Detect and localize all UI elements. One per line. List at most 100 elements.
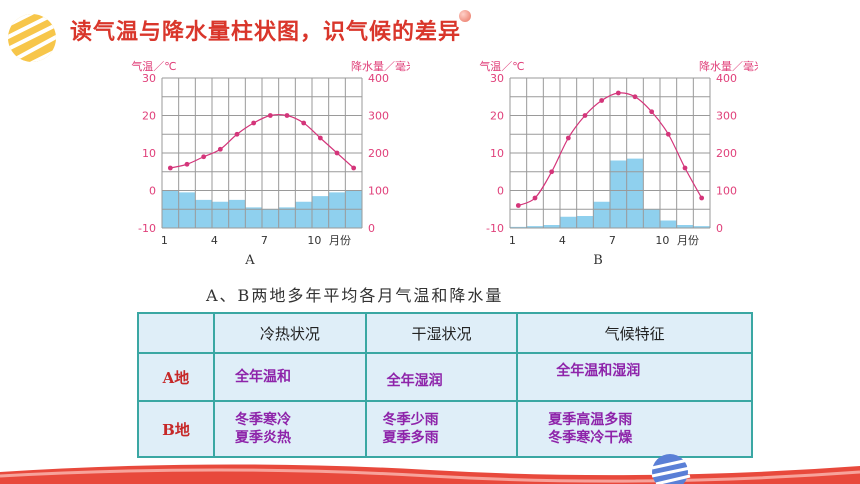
- temperature-point: [649, 109, 655, 115]
- temperature-point: [167, 165, 173, 171]
- chart-caption: A、B两地多年平均各月气温和降水量: [206, 286, 504, 305]
- temperature-point: [301, 120, 307, 126]
- y-left-tick-label: 30: [142, 72, 156, 85]
- precip-bar: [593, 201, 610, 228]
- precip-bar: [643, 209, 660, 228]
- y-left-tick-label: 20: [490, 110, 504, 123]
- y-left-tick-label: 20: [142, 110, 156, 123]
- temperature-point: [532, 195, 538, 201]
- temperature-point: [284, 113, 290, 118]
- x-tick-label: 10: [655, 234, 669, 247]
- precip-bar: [660, 220, 677, 228]
- precip-bar: [526, 226, 544, 228]
- cell-b-cold-heat: 冬季寒冷 夏季炎热: [213, 400, 367, 458]
- temperature-point: [317, 135, 323, 141]
- temperature-point: [665, 131, 671, 137]
- precip-bar: [278, 207, 296, 228]
- table-header-row: 冷热状况 干湿状况 气候特征: [137, 312, 753, 354]
- cell-b-climate: 夏季高温多雨 冬季寒冷干燥: [516, 400, 753, 458]
- precip-bar: [245, 207, 262, 228]
- x-axis-label: 月份: [329, 234, 351, 247]
- cell-line: 冬季少雨: [382, 412, 439, 428]
- temperature-point: [217, 146, 223, 152]
- temperature-point: [184, 161, 190, 167]
- temperature-point: [267, 113, 273, 118]
- chart-a: 3020100-104003002001000气温／℃降水量／毫米14710月份…: [131, 59, 410, 268]
- y-left-tick-label: 0: [497, 185, 504, 198]
- cell-line: 夏季多雨: [382, 430, 439, 446]
- precip-bar: [510, 226, 527, 228]
- x-tick-label: 4: [559, 234, 566, 247]
- y-right-tick-label: 400: [716, 72, 737, 85]
- x-tick-label: 7: [609, 234, 616, 247]
- temperature-point: [549, 169, 555, 175]
- table-row: A地 全年温和 全年湿润 全年温和湿润: [137, 352, 753, 402]
- row-label-b: B地: [137, 400, 215, 458]
- table-row: B地 冬季寒冷 夏季炎热 冬季少雨 夏季多雨 夏季高温多雨 冬季寒冷干燥: [137, 400, 753, 458]
- y-right-tick-label: 100: [716, 185, 737, 198]
- y-left-tick-label: 0: [149, 185, 156, 198]
- cell-a-climate: 全年温和湿润: [516, 352, 753, 402]
- temperature-point: [565, 135, 571, 141]
- temperature-point: [351, 165, 357, 171]
- cell-a-cold-heat: 全年温和: [213, 352, 367, 402]
- precip-bar: [195, 199, 212, 228]
- cell-line: 夏季炎热: [235, 430, 291, 446]
- precip-bar: [693, 226, 710, 228]
- temperature-line: [518, 92, 703, 207]
- chart-label: B: [593, 253, 603, 268]
- precip-bar: [178, 192, 196, 228]
- cell-line: 全年温和: [235, 369, 291, 385]
- temperature-point: [632, 94, 638, 100]
- header-cold-heat: 冷热状况: [213, 312, 367, 354]
- y-left-tick-label: 30: [490, 72, 504, 85]
- page-title: 读气温与降水量柱状图，识气候的差异: [70, 20, 462, 45]
- precip-bar: [312, 196, 329, 228]
- y-right-axis-label: 降水量／毫米: [699, 59, 758, 73]
- precip-bar: [576, 216, 594, 228]
- y-left-tick-label: 10: [142, 147, 156, 160]
- precip-bar: [610, 160, 627, 228]
- x-tick-label: 4: [211, 234, 218, 247]
- precip-bar: [262, 209, 279, 228]
- cell-line: 全年湿润: [386, 373, 443, 389]
- header-climate: 气候特征: [516, 312, 753, 354]
- row-label-a: A地: [137, 352, 215, 402]
- y-right-tick-label: 200: [368, 147, 389, 160]
- climate-table: 冷热状况 干湿状况 气候特征 A地 全年温和 全年湿润 全年温和湿润 B地 冬季…: [137, 312, 753, 458]
- pointer-dot-icon: [459, 10, 471, 22]
- y-left-axis-label: 气温／℃: [131, 59, 176, 73]
- header-dry-wet: 干湿状况: [364, 312, 519, 354]
- precip-bar: [676, 225, 694, 228]
- precip-bar: [295, 201, 312, 228]
- cell-line: 冬季寒冷干燥: [548, 430, 633, 446]
- precip-bar: [228, 199, 246, 228]
- temperature-point: [201, 154, 207, 160]
- y-right-tick-label: 300: [368, 110, 389, 123]
- x-tick-label: 1: [161, 234, 168, 247]
- temperature-point: [582, 113, 588, 118]
- y-left-axis-label: 气温／℃: [479, 59, 524, 73]
- cell-line: 夏季高温多雨: [548, 412, 633, 428]
- y-right-tick-label: 300: [716, 110, 737, 123]
- chart-label: A: [244, 253, 255, 268]
- precip-bar: [626, 158, 644, 228]
- precip-bar: [543, 225, 560, 228]
- x-tick-label: 1: [509, 234, 516, 247]
- striped-ball-logo: [8, 14, 56, 62]
- cell-line: 冬季寒冷: [235, 412, 291, 428]
- y-right-tick-label: 100: [368, 185, 389, 198]
- precip-bar: [212, 201, 229, 228]
- y-right-tick-label: 0: [716, 222, 723, 235]
- temperature-point: [334, 150, 340, 156]
- precip-bar: [328, 192, 346, 228]
- temperature-point: [615, 90, 621, 96]
- precip-bar: [560, 216, 577, 228]
- temperature-point: [699, 195, 705, 201]
- y-right-tick-label: 400: [368, 72, 389, 85]
- x-tick-label: 10: [307, 234, 321, 247]
- temperature-point: [234, 131, 240, 137]
- y-left-tick-label: -10: [486, 222, 504, 235]
- cell-a-dry-wet: 全年湿润: [364, 352, 519, 402]
- cell-line: 全年温和湿润: [556, 363, 641, 379]
